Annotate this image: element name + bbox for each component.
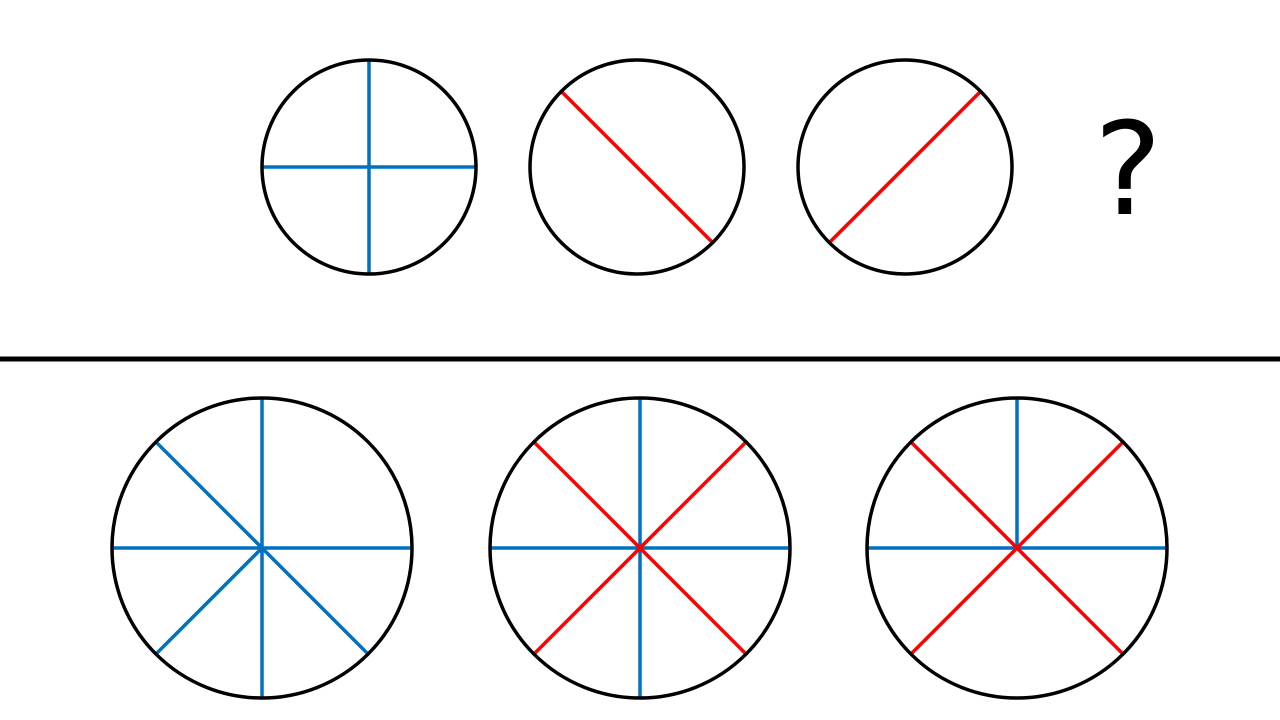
- option-circle-1-outline: [110, 396, 414, 700]
- sequence-circle-3: [796, 58, 1014, 276]
- option-circle-3: [865, 396, 1169, 700]
- sequence-circle-2-line-1: [560, 90, 714, 244]
- sequence-circle-2: [528, 58, 746, 276]
- sequence-circle-3-line-1: [828, 90, 982, 244]
- option-circle-3-line-4: [909, 440, 1125, 656]
- question-mark: ?: [1094, 96, 1162, 245]
- sequence-circle-2-outline: [528, 58, 746, 276]
- option-circle-1-line-4: [154, 546, 264, 656]
- option-circle-2-line-4: [532, 440, 748, 656]
- sequence-circle-1-outline: [260, 58, 478, 276]
- option-circle-1: [110, 396, 414, 700]
- sequence-circle-3-outline: [796, 58, 1014, 276]
- option-circle-3-outline: [865, 396, 1169, 700]
- option-circle-2-outline: [488, 396, 792, 700]
- option-circle-2: [488, 396, 792, 700]
- sequence-circle-1: [260, 58, 478, 276]
